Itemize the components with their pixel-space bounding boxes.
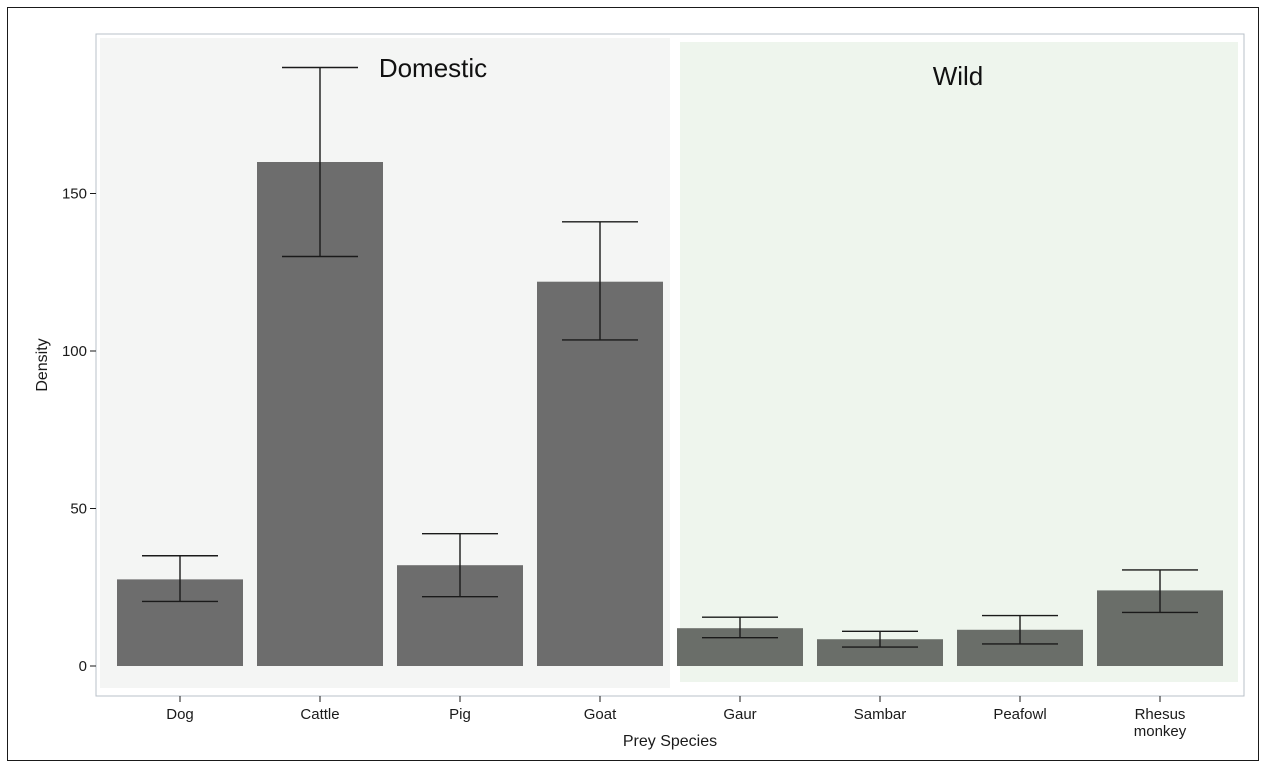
x-axis-title: Prey Species — [623, 733, 717, 750]
x-tick-label-peafowl: Peafowl — [993, 706, 1046, 723]
error-bar-pig — [422, 533, 498, 598]
panel-title-domestic: Domestic — [379, 53, 487, 83]
error-bar-peafowl — [982, 614, 1058, 645]
x-tick-label-pig: Pig — [449, 706, 471, 723]
y-tick-label-0: 0 — [79, 658, 87, 675]
error-bar-dog — [142, 555, 218, 603]
x-tick-label-rhesus-monkey: Rhesus monkey — [1134, 706, 1187, 740]
bar-goat — [537, 281, 663, 666]
x-tick-label-cattle: Cattle — [300, 706, 339, 723]
error-bar-goat — [562, 221, 638, 341]
y-tick-label-100: 100 — [62, 343, 87, 360]
x-tick-label-gaur: Gaur — [723, 706, 756, 723]
error-bar-cattle — [282, 66, 358, 258]
error-bar-rhesus-monkey — [1122, 569, 1198, 614]
y-tick-label-50: 50 — [70, 501, 87, 518]
panel-title-wild: Wild — [933, 61, 984, 91]
error-bar-sambar — [842, 630, 918, 648]
x-tick-label-sambar: Sambar — [854, 706, 907, 723]
panel-wild — [680, 42, 1238, 682]
y-tick-label-150: 150 — [62, 186, 87, 203]
x-tick-label-goat: Goat — [584, 706, 617, 723]
x-tick-label-dog: Dog — [166, 706, 194, 723]
error-bar-gaur — [702, 616, 778, 639]
y-axis-title: Density — [34, 338, 51, 391]
